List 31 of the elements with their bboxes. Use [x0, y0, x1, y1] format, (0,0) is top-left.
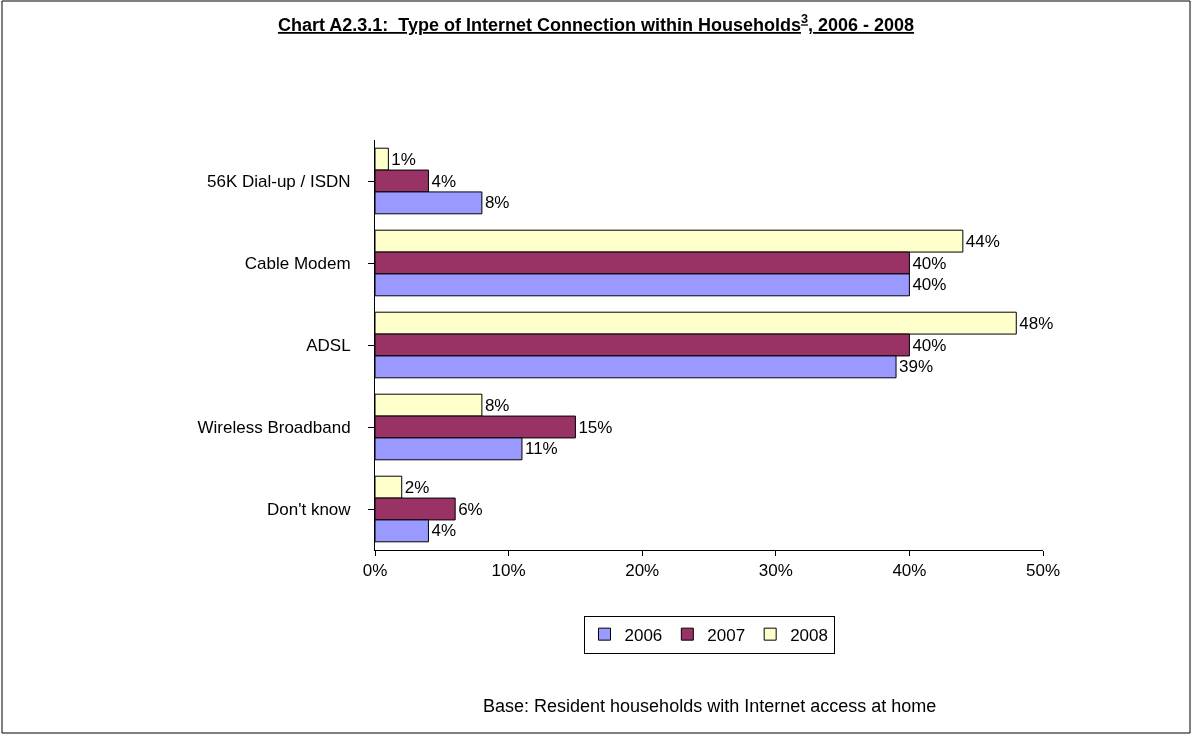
data-label: 11% [524, 439, 558, 459]
data-label: 44% [965, 231, 1000, 251]
data-label: 39% [899, 357, 934, 377]
data-label: 40% [912, 253, 947, 273]
y-tick-label: Cable Modem [244, 253, 351, 273]
y-tick-label: Don't know [267, 499, 352, 519]
data-label: 4% [431, 521, 457, 541]
x-tick-label: 40% [892, 561, 927, 581]
x-tick-label: 30% [758, 561, 793, 581]
x-tick-label: 0% [362, 561, 388, 581]
data-label: 40% [912, 275, 947, 295]
data-label: 8% [484, 395, 510, 415]
data-label: 48% [1019, 313, 1054, 333]
x-tick-label: 10% [491, 561, 526, 581]
chart-title: Chart A2.3.1: Type of Internet Connection within Households$^{3}$, 2006 - 2008 [277, 12, 915, 35]
y-tick-label: ADSL [306, 335, 351, 355]
data-label: 15% [578, 417, 613, 437]
x-tick-label: 20% [625, 561, 660, 581]
legend-label: 2008 [790, 625, 828, 645]
data-label: 1% [391, 149, 416, 169]
text: Base: Resident households with Internet access at home [483, 696, 937, 716]
y-tick-label: Wireless Broadband [197, 417, 351, 437]
x-tick-label: 50% [1025, 561, 1061, 581]
data-label: 8% [484, 193, 510, 213]
y-tick-label: 56K Dial-up / ISDN [206, 171, 351, 191]
data-label: 2% [404, 477, 430, 497]
data-label: 6% [458, 499, 483, 519]
data-label: 4% [431, 171, 457, 191]
legend-label: 2006 [624, 625, 663, 645]
legend-label: 2007 [707, 625, 746, 645]
data-label: 40% [912, 335, 947, 355]
